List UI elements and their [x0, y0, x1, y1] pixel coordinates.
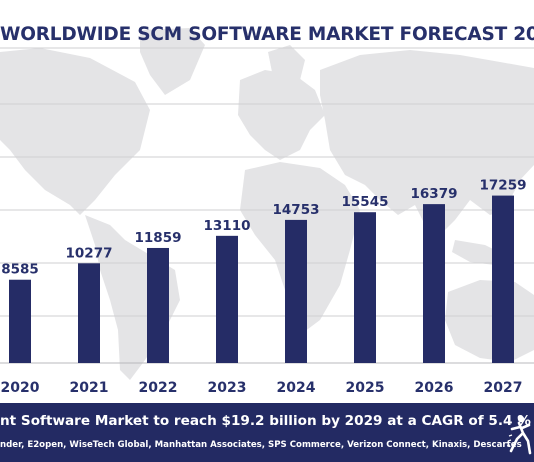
data-label-2023: 13110	[204, 218, 251, 234]
x-tick-2021: 2021	[70, 380, 109, 396]
bar-2023	[216, 235, 238, 363]
x-tick-labels: 2020 2021 2022 2023 2024 2025 2026 2027	[1, 380, 523, 396]
data-label-2025: 15545	[342, 194, 389, 210]
runner-logo-icon	[506, 415, 532, 455]
data-label-2027: 17259	[480, 178, 527, 194]
x-tick-2024: 2024	[277, 380, 316, 396]
data-label-2022: 11859	[135, 230, 182, 246]
data-label-2024: 14753	[273, 202, 320, 218]
data-label-2021: 10277	[66, 245, 113, 261]
chart-title: WORLDWIDE SCM SOFTWARE MARKET FORECAST 2…	[0, 24, 534, 45]
bar-2025	[354, 212, 376, 363]
bar-2021	[78, 263, 100, 363]
x-tick-2022: 2022	[139, 380, 178, 396]
data-label-2020: 8585	[1, 262, 39, 278]
footer-banner: nt Software Market to reach $19.2 billio…	[0, 403, 534, 462]
x-tick-2023: 2023	[208, 380, 247, 396]
x-tick-2025: 2025	[346, 380, 385, 396]
x-tick-2020: 2020	[1, 380, 40, 396]
bar-2022	[147, 247, 169, 363]
bar-2020	[9, 279, 31, 363]
bars	[9, 195, 514, 363]
x-tick-2026: 2026	[415, 380, 454, 396]
footer-vendor-list: nder, E2open, WiseTech Global, Manhattan…	[0, 440, 522, 450]
footer-headline: nt Software Market to reach $19.2 billio…	[0, 413, 531, 429]
x-tick-2027: 2027	[484, 380, 523, 396]
data-labels: 8585 10277 11859 13110 14753 15545 16379 17259	[1, 178, 526, 278]
world-map-background	[0, 28, 534, 380]
bar-2024	[285, 219, 307, 363]
bar-2026	[423, 204, 445, 363]
data-label-2026: 16379	[411, 186, 458, 202]
bar-2027	[492, 195, 514, 363]
